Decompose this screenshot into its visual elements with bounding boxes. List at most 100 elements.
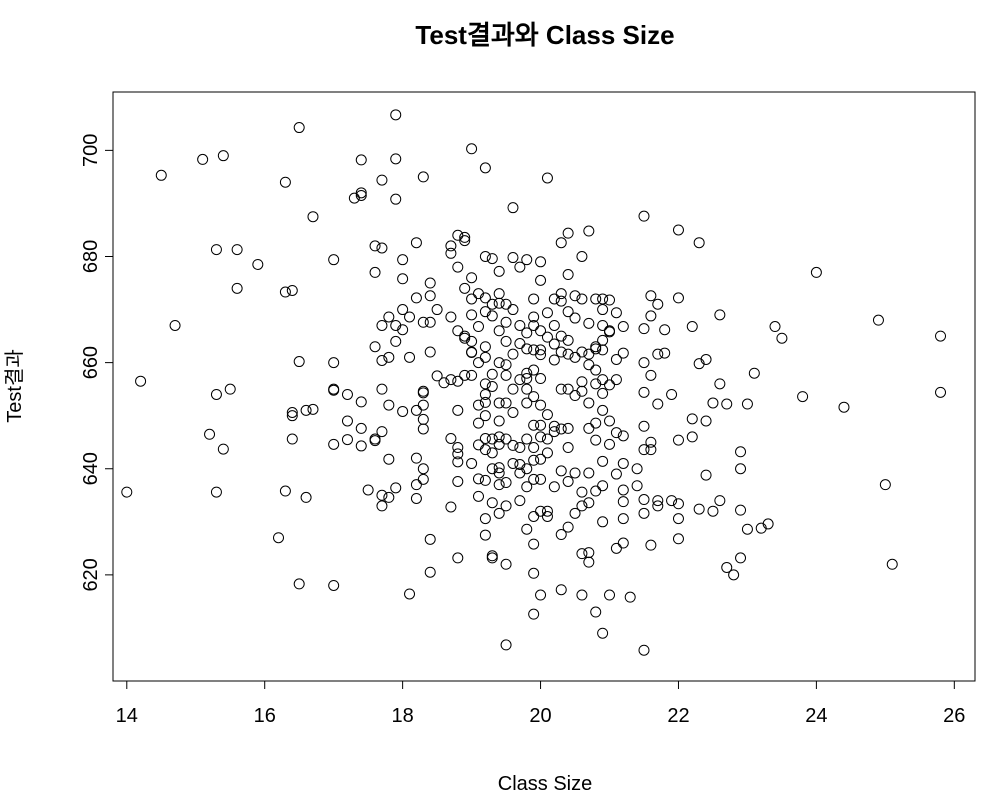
data-point [493,265,505,277]
data-point [535,325,547,337]
data-point [493,288,505,300]
data-point [404,588,416,600]
data-point [328,357,340,369]
data-point [714,309,726,321]
data-point [617,347,629,359]
data-point [286,433,298,445]
data-point [169,319,181,331]
data-point [300,491,312,503]
data-point [355,440,367,452]
data-point [672,498,684,510]
data-point [528,454,540,466]
data-point [293,578,305,590]
data-point [583,422,595,434]
data-point [535,505,547,517]
data-point [541,331,553,343]
data-point [397,324,409,336]
data-point [535,349,547,361]
y-tick-label: 680 [80,240,102,273]
data-point [500,369,512,381]
data-point [507,457,519,469]
data-point [472,357,484,369]
data-point [576,589,588,601]
data-point [424,277,436,289]
data-point [555,584,567,596]
data-point [590,293,602,305]
data-point [376,383,388,395]
data-point [535,473,547,485]
data-point [417,473,429,485]
data-point [452,229,464,241]
data-point [369,266,381,278]
data-point [583,317,595,329]
data-point [576,376,588,388]
data-point [466,369,478,381]
data-point [472,399,484,411]
data-point [383,399,395,411]
data-point [597,304,609,316]
data-point [535,256,547,268]
data-point [376,500,388,512]
data-point [135,375,147,387]
data-point [507,439,519,451]
data-point [617,537,629,549]
data-point [410,292,422,304]
data-point [445,311,457,323]
data-point [293,356,305,368]
data-point [417,316,429,328]
data-point [486,552,498,564]
data-point [583,359,595,371]
data-point [541,447,553,459]
data-point [707,505,719,517]
data-point [700,353,712,365]
data-point [672,224,684,236]
data-point [638,444,650,456]
data-point [521,254,533,266]
data-point [548,293,560,305]
data-point [638,210,650,222]
data-point [686,321,698,333]
data-point [417,171,429,183]
data-point [590,417,602,429]
data-point [693,237,705,249]
data-point [610,353,622,365]
data-point [459,330,471,342]
data-point [645,539,657,551]
data-point [514,374,526,386]
data-point [541,433,553,445]
data-point [500,500,512,512]
data-point [535,274,547,286]
data-point [452,442,464,454]
data-point [466,293,478,305]
x-axis: 14 16 18 20 22 24 26 [116,680,965,727]
data-point [369,240,381,252]
data-point [935,386,947,398]
data-point [507,202,519,214]
data-point [410,404,422,416]
y-axis: 620 640 660 680 700 [80,134,114,592]
plot-frame [112,91,976,682]
data-point [341,415,353,427]
data-point [486,381,498,392]
data-point [569,312,581,324]
data-point [252,258,264,270]
data-point [383,351,395,363]
data-point [390,109,402,121]
data-point [659,347,671,359]
x-tick-label: 26 [943,705,965,727]
data-point [576,486,588,498]
data-point [472,439,484,451]
data-point [762,518,774,530]
data-point [197,153,209,165]
data-point [838,401,850,413]
data-point [286,407,298,419]
data-point [562,422,574,434]
data-point [597,387,609,399]
data-point [452,404,464,416]
data-point [479,396,491,408]
data-point [300,404,312,416]
data-point [569,507,581,519]
data-point [672,533,684,545]
data-point [528,391,540,403]
data-point [445,240,457,252]
